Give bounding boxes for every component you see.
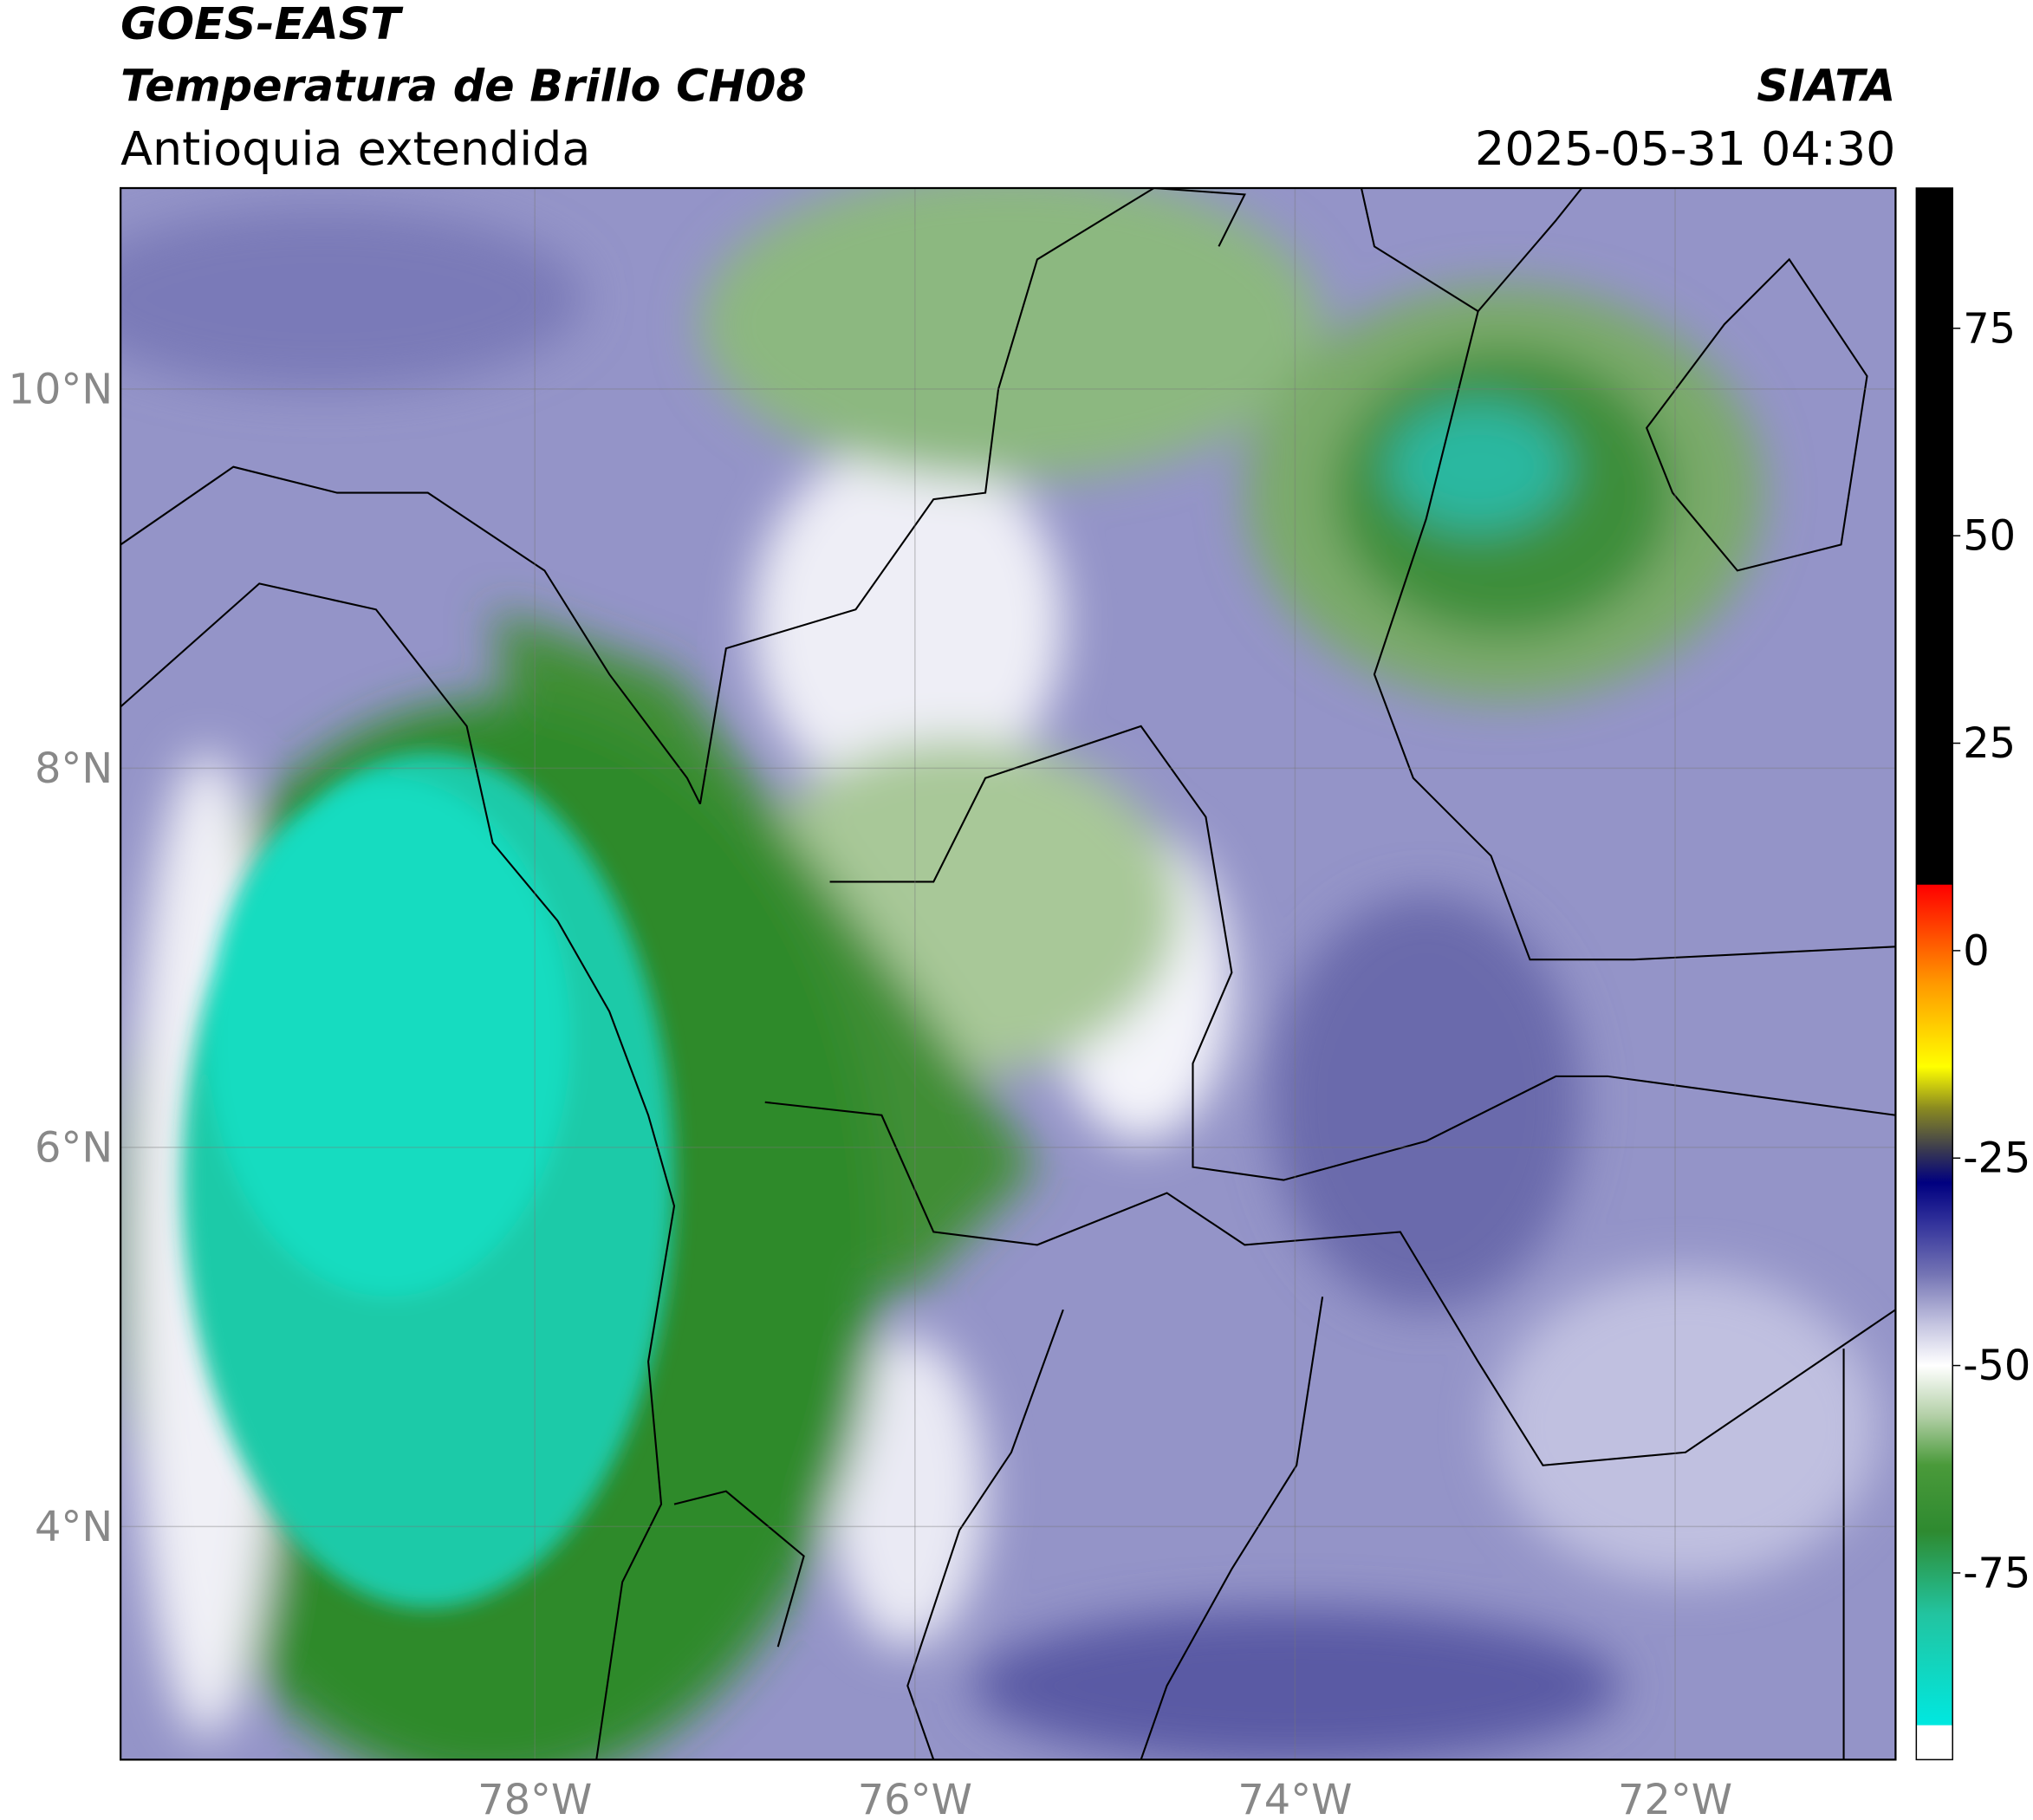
lon-tick-label: 74°W [1237,1777,1352,1820]
colorbar-tick-label: 75 [1963,305,2016,353]
lat-tick-label: 6°N [35,1124,113,1172]
colorbar-tick-label: -25 [1963,1135,2030,1183]
lon-tick-label: 76°W [858,1777,972,1820]
map-frame [120,186,1897,1761]
map-image [120,188,1896,1760]
colorbar-tick-label: -75 [1963,1550,2030,1597]
colorbar-tick-label: 25 [1963,720,2016,768]
satellite-title: GOES-EAST [120,0,404,49]
region-subtitle: Antioquia extendida [120,121,590,176]
lon-tick-label: 72°W [1618,1777,1732,1820]
colorbar-tick-label: 50 [1963,513,2016,561]
colorbar [1915,187,1953,1761]
product-title: Temperatura de Brillo CH08 [120,61,807,112]
lon-tick-label: 78°W [477,1777,592,1820]
datetime-label: 2025-05-31 04:30 [1475,121,1895,176]
lat-tick-label: 8°N [35,745,113,793]
lat-tick-label: 4°N [35,1504,113,1551]
lat-tick-label: 10°N [9,366,114,413]
colorbar-tick-label: -50 [1963,1342,2030,1390]
agency-label: SIATA [1757,61,1895,112]
colorbar-tick-label: 0 [1963,927,1989,975]
